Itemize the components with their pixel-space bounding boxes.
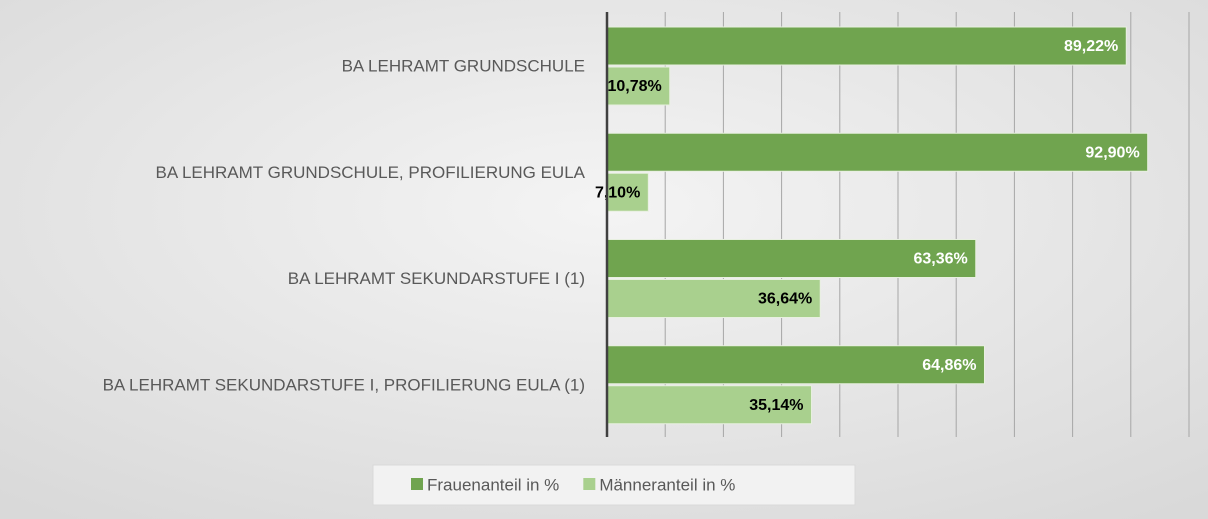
category-label: BA LEHRAMT SEKUNDARSTUFE I, PROFILIERUNG… bbox=[103, 375, 585, 394]
bar bbox=[606, 239, 977, 278]
category-label: BA LEHRAMT GRUNDSCHULE bbox=[342, 57, 585, 76]
value-label: 35,14% bbox=[749, 397, 803, 414]
bar bbox=[606, 345, 985, 385]
legend-label: Männeranteil in % bbox=[599, 475, 735, 494]
value-label: 7,10% bbox=[595, 184, 640, 201]
value-label: 92,90% bbox=[1085, 144, 1139, 161]
legend-swatch bbox=[411, 478, 423, 490]
legend: Frauenanteil in % Männeranteil in % bbox=[372, 464, 856, 506]
legend-label: Frauenanteil in % bbox=[427, 475, 559, 494]
bars: BA LEHRAMT GRUNDSCHULE 89,22% 10,78% BA LEH… bbox=[103, 12, 1149, 437]
bar bbox=[606, 132, 1149, 172]
category-label: BA LEHRAMT GRUNDSCHULE, PROFILIERUNG EUL… bbox=[156, 163, 586, 182]
value-label: 64,86% bbox=[922, 357, 976, 374]
value-label: 63,36% bbox=[913, 251, 967, 268]
value-label: 10,78% bbox=[607, 78, 661, 95]
bar bbox=[606, 385, 813, 425]
bar bbox=[606, 172, 649, 212]
category-label: BA LEHRAMT SEKUNDARSTUFE I (1) bbox=[288, 269, 585, 288]
legend-box bbox=[372, 464, 856, 506]
value-label: 89,22% bbox=[1064, 38, 1118, 55]
bar bbox=[606, 26, 1127, 66]
legend-swatch bbox=[583, 478, 596, 490]
value-label: 36,64% bbox=[758, 291, 812, 308]
bar bbox=[606, 279, 821, 318]
